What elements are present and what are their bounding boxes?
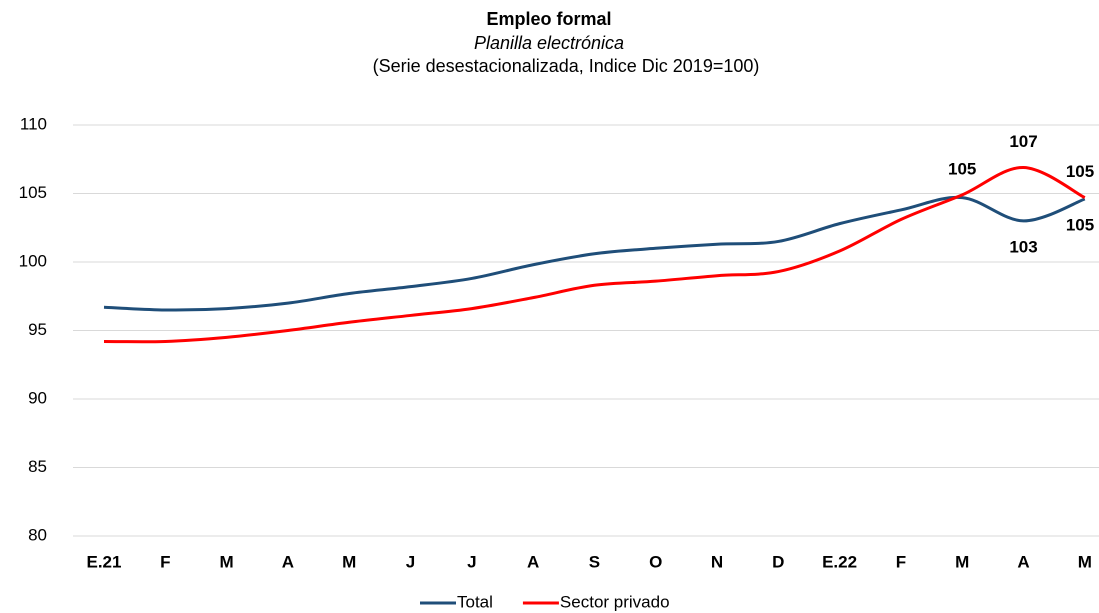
x-tick-label: E.21 xyxy=(87,552,122,571)
x-tick-label: D xyxy=(772,552,784,571)
data-label: 103 xyxy=(1009,237,1037,256)
data-label: 105 xyxy=(948,159,976,178)
x-tick-label: M xyxy=(955,552,969,571)
data-label: 105 xyxy=(1066,162,1094,181)
series-line xyxy=(103,195,1086,312)
legend-label: Total xyxy=(457,592,493,611)
x-tick-label: A xyxy=(282,552,294,571)
y-tick-label: 110 xyxy=(20,114,47,133)
x-tick-label: S xyxy=(589,552,600,571)
y-tick-label: 90 xyxy=(28,388,47,407)
x-tick-label: M xyxy=(220,552,234,571)
x-tick-label: A xyxy=(1017,552,1029,571)
x-tick-label: E.22 xyxy=(822,552,857,571)
x-tick-label: N xyxy=(711,552,723,571)
x-tick-label: M xyxy=(342,552,356,571)
y-tick-label: 95 xyxy=(28,320,47,339)
chart-title: Empleo formal xyxy=(486,9,611,29)
chart-subtitle: (Serie desestacionalizada, Indice Dic 20… xyxy=(373,56,760,76)
series-line xyxy=(103,165,1086,344)
x-tick-label: A xyxy=(527,552,539,571)
x-tick-label: J xyxy=(406,552,415,571)
x-tick-label: M xyxy=(1078,552,1092,571)
chart-subtitle: Planilla electrónica xyxy=(474,33,624,53)
y-tick-label: 100 xyxy=(19,251,47,270)
x-tick-label: F xyxy=(160,552,170,571)
x-tick-label: O xyxy=(649,552,662,571)
y-tick-label: 80 xyxy=(28,525,47,544)
data-label: 107 xyxy=(1009,132,1037,151)
y-tick-label: 105 xyxy=(19,183,47,202)
data-label: 105 xyxy=(1066,215,1094,234)
y-tick-label: 85 xyxy=(28,457,47,476)
x-tick-label: F xyxy=(896,552,906,571)
x-tick-label: J xyxy=(467,552,476,571)
legend-label: Sector privado xyxy=(560,592,670,611)
